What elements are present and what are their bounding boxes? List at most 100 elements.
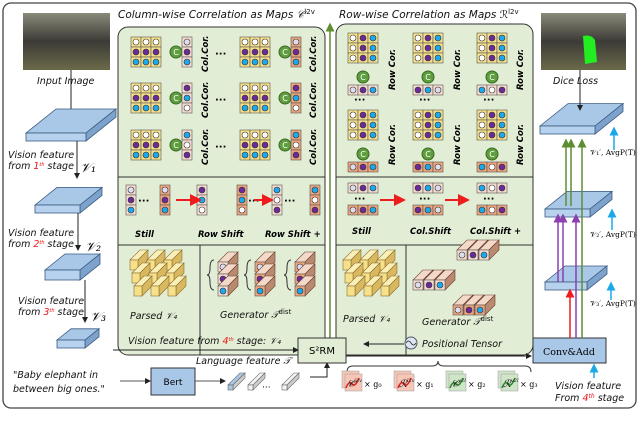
- col-cor-label: Col.Cor.: [309, 81, 319, 118]
- dot: [458, 251, 466, 259]
- input-image: [23, 13, 110, 70]
- dot: [369, 111, 377, 119]
- dot: [414, 34, 422, 42]
- dot: [183, 151, 191, 159]
- dot: [414, 44, 422, 52]
- column-panel: [117, 26, 326, 356]
- dot: [424, 86, 432, 94]
- dot: [498, 121, 506, 129]
- dot: [349, 121, 357, 129]
- dot: [478, 86, 486, 94]
- dot: [488, 34, 496, 42]
- dot: [251, 58, 259, 66]
- ellipsis: ···: [248, 196, 259, 207]
- dot: [488, 184, 496, 192]
- correlation-icon: [421, 70, 435, 84]
- dot: [476, 306, 484, 314]
- dot: [488, 131, 496, 139]
- dot: [161, 206, 169, 214]
- col-cor-label: Col.Cor.: [309, 35, 319, 72]
- dot: [152, 38, 160, 46]
- dot: [359, 131, 367, 139]
- dot: [132, 131, 140, 139]
- dot: [292, 58, 300, 66]
- dot: [434, 86, 442, 94]
- v2-symbol: 𝒱₂: [85, 240, 101, 255]
- dot: [127, 206, 135, 214]
- dot: [424, 121, 432, 129]
- dot: [241, 58, 249, 66]
- parsed-block: [342, 259, 352, 271]
- dot: [256, 287, 264, 295]
- f2-label: 𝒱₂′, AvgP(T): [590, 230, 636, 239]
- dot: [369, 54, 377, 62]
- brace: [206, 259, 215, 291]
- brace: [346, 360, 532, 373]
- correlation-op-label: C: [425, 73, 431, 82]
- parsed-block: [380, 285, 390, 297]
- correlation-map-heat: [345, 377, 360, 389]
- dot: [142, 58, 150, 66]
- dot: [273, 186, 281, 194]
- dot: [465, 306, 473, 314]
- dot: [469, 251, 477, 259]
- dot: [359, 184, 367, 192]
- dot: [359, 111, 367, 119]
- dot: [488, 121, 496, 129]
- correlation-op-label: C: [282, 94, 288, 103]
- dot: [142, 131, 150, 139]
- dot: [292, 131, 300, 139]
- dot: [478, 54, 486, 62]
- language-token: [247, 384, 254, 391]
- dot: [478, 111, 486, 119]
- parsed-block: [133, 285, 143, 297]
- quote-text: "Baby elephant in between big ones.": [13, 370, 105, 395]
- dot: [414, 281, 422, 289]
- dot: [238, 196, 246, 204]
- dot: [349, 86, 357, 94]
- correlation-map-weight: × g₁: [416, 380, 434, 389]
- row-cor-label: Row Cor.: [453, 124, 463, 165]
- dot: [424, 131, 432, 139]
- dot: [424, 44, 432, 52]
- language-token: [281, 384, 288, 391]
- row-cor-label: Row Cor.: [453, 49, 463, 90]
- dot: [152, 84, 160, 92]
- dot: [369, 34, 377, 42]
- correlation-map: [500, 373, 519, 392]
- outer-frame: [2, 2, 637, 409]
- dot: [478, 131, 486, 139]
- dot: [127, 186, 135, 194]
- shift-label-row-shift-plus: Row Shift +: [265, 230, 321, 240]
- ellipsis: ···: [483, 95, 494, 106]
- dot: [161, 186, 169, 194]
- correlation-op-label: C: [360, 150, 366, 159]
- correlation-op-label: C: [173, 94, 179, 103]
- dot: [349, 163, 357, 171]
- dot: [142, 38, 150, 46]
- s2rm-box[interactable]: [297, 337, 347, 364]
- dot: [424, 111, 432, 119]
- conv-add-box[interactable]: [532, 337, 607, 364]
- dot: [142, 94, 150, 102]
- dot: [359, 121, 367, 129]
- dot: [152, 94, 160, 102]
- vision4-right-label: Vision feature From 4th stage: [555, 381, 624, 404]
- stage3-label: Vision feature from 3th stage: [18, 296, 84, 318]
- dot: [251, 48, 259, 56]
- column-title: Column-wise Correlation as Maps 𝒞l2v: [118, 8, 315, 21]
- dot: [359, 86, 367, 94]
- dot: [454, 306, 462, 314]
- bert-box: [150, 367, 196, 396]
- dot: [183, 84, 191, 92]
- dot: [478, 121, 486, 129]
- ellipsis: ···: [483, 194, 494, 205]
- correlation-icon: [356, 147, 370, 161]
- dot: [132, 151, 140, 159]
- dot: [292, 104, 300, 112]
- dot: [498, 44, 506, 52]
- dot: [488, 111, 496, 119]
- correlation-op-label: C: [282, 48, 288, 57]
- dot: [292, 141, 300, 149]
